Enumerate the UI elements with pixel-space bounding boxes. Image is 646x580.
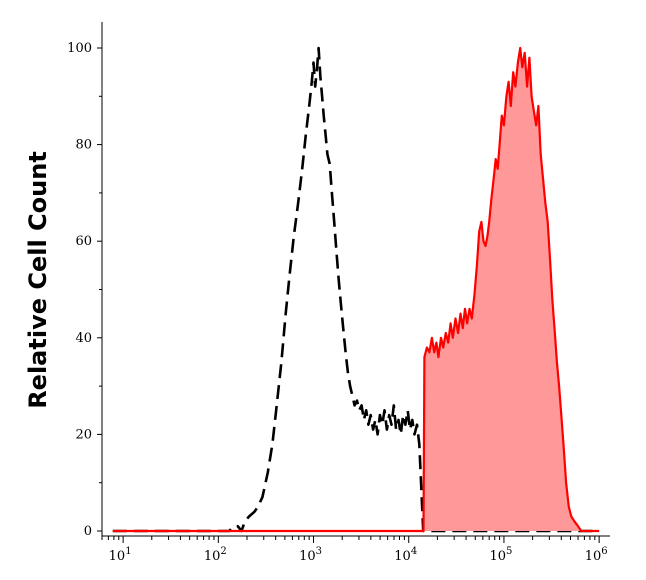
y-tick-label-100: 100: [67, 41, 92, 56]
x-tick-label-3: 103: [299, 546, 322, 564]
y-tick-label-0: 0: [84, 524, 92, 539]
x-tick-label-2: 102: [204, 546, 227, 564]
x-tick-label-1: 101: [109, 546, 132, 564]
y-tick-label-60: 60: [75, 234, 92, 249]
series-0-line: [112, 46, 600, 533]
series-1-fill: [112, 48, 600, 531]
x-tick-label-5: 105: [489, 546, 512, 564]
y-axis-label: Relative Cell Count: [24, 151, 52, 409]
series-1-line: [112, 46, 600, 533]
y-tick-label-20: 20: [75, 427, 92, 442]
y-tick-label-80: 80: [75, 138, 92, 153]
axes-layer: 0 20 40 60 80 100 101 102 103 104 105 106: [67, 22, 610, 564]
y-tick-label-40: 40: [75, 331, 92, 346]
series-layer: [112, 46, 600, 533]
x-tick-label-6: 106: [585, 546, 608, 564]
x-tick-label-4: 104: [394, 546, 417, 564]
